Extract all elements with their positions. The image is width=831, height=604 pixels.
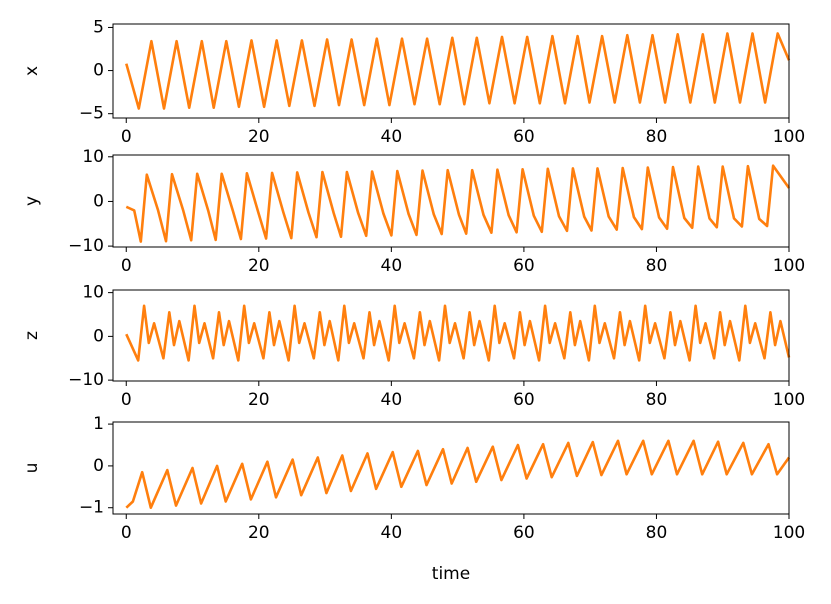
y-axis-label: z (22, 331, 42, 340)
x-tick-label: 0 (121, 256, 132, 276)
y-tick-label: 0 (93, 191, 104, 211)
x-tick-label: 100 (773, 256, 805, 276)
data-line (125, 164, 791, 243)
y-tick-label: 0 (93, 456, 104, 476)
y-tick-label: 10 (82, 147, 104, 167)
plot-frame (112, 289, 790, 382)
x-tick-label: 80 (646, 390, 668, 410)
y-tick-label: −10 (68, 236, 104, 256)
x-tick-label: 60 (513, 390, 535, 410)
x-tick-label: 20 (248, 127, 270, 147)
data-line (125, 439, 791, 509)
x-tick-label: 60 (513, 256, 535, 276)
y-tick-label: 1 (93, 414, 104, 434)
x-tick-label: 100 (773, 523, 805, 543)
x-tick-label: 80 (646, 523, 668, 543)
x-tick-label: 100 (773, 127, 805, 147)
y-tick-label: 5 (93, 17, 104, 37)
y-tick-label: −5 (79, 104, 104, 124)
data-line (125, 304, 791, 362)
x-tick-label: 80 (646, 256, 668, 276)
y-tick-label: −1 (79, 498, 104, 518)
x-tick-label: 40 (381, 390, 403, 410)
y-axis-label: u (22, 463, 42, 474)
x-tick-label: 80 (646, 127, 668, 147)
y-tick-label: 10 (82, 283, 104, 303)
x-tick-label: 100 (773, 390, 805, 410)
x-tick-label: 0 (121, 390, 132, 410)
x-tick-label: 40 (381, 523, 403, 543)
x-tick-label: 40 (381, 256, 403, 276)
x-tick-label: 20 (248, 390, 270, 410)
x-tick-label: 60 (513, 127, 535, 147)
y-axis-label: x (22, 66, 42, 76)
x-tick-label: 0 (121, 127, 132, 147)
plot-frame (112, 421, 790, 515)
x-tick-label: 20 (248, 523, 270, 543)
data-line (125, 32, 791, 110)
x-tick-label: 0 (121, 523, 132, 543)
y-axis-label: y (22, 196, 42, 206)
y-tick-label: 0 (93, 61, 104, 81)
y-tick-label: 0 (93, 326, 104, 346)
x-tick-label: 40 (381, 127, 403, 147)
x-tick-label: 20 (248, 256, 270, 276)
x-axis-label: time (432, 564, 470, 584)
y-tick-label: −10 (68, 370, 104, 390)
x-tick-label: 60 (513, 523, 535, 543)
